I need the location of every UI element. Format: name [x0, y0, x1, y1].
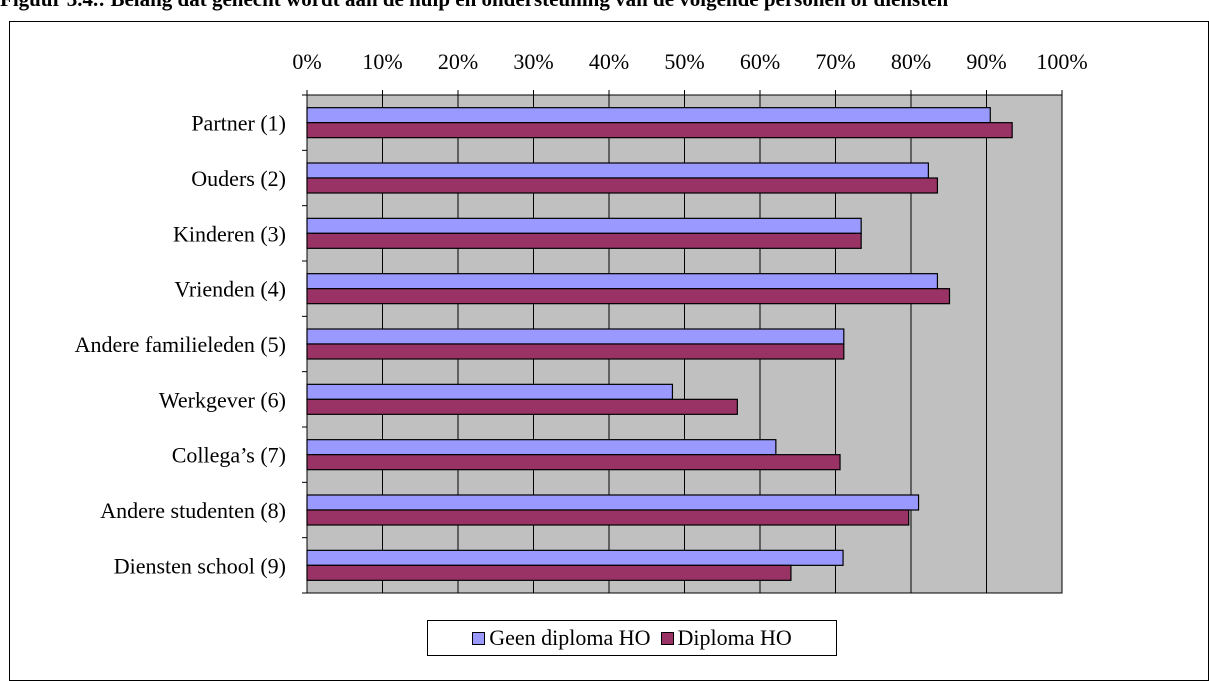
bar-diploma: [306, 343, 845, 360]
bar-geen-diploma: [306, 328, 845, 345]
x-tick-label: 10%: [362, 49, 402, 74]
bar-geen-diploma: [306, 162, 929, 179]
legend-item-geen-diploma: Geen diploma HO: [472, 625, 651, 651]
bar-geen-diploma: [306, 494, 920, 511]
legend-swatch-diploma: [660, 631, 674, 645]
bar-diploma: [306, 288, 951, 305]
legend-label-diploma: Diploma HO: [677, 625, 792, 650]
bar-geen-diploma: [306, 439, 777, 456]
category-label: Partner (1): [191, 111, 286, 136]
category-label: Vrienden (4): [174, 277, 286, 302]
x-tick-label: 20%: [438, 49, 478, 74]
category-label: Collega’s (7): [172, 443, 286, 468]
legend-swatch-geen-diploma: [472, 631, 486, 645]
bar-geen-diploma: [306, 273, 939, 290]
category-label: Ouders (2): [191, 166, 286, 191]
bar-geen-diploma: [306, 383, 674, 400]
bar-diploma: [306, 232, 862, 249]
x-tick-label: 30%: [513, 49, 553, 74]
x-tick-label: 80%: [891, 49, 931, 74]
x-tick-label: 40%: [589, 49, 629, 74]
x-tick-label: 70%: [815, 49, 855, 74]
bar-diploma: [306, 122, 1013, 139]
x-tick-label: 50%: [664, 49, 704, 74]
x-tick-label: 100%: [1036, 49, 1087, 74]
category-label: Andere studenten (8): [100, 498, 286, 523]
bar-diploma: [306, 454, 841, 471]
category-label: Diensten school (9): [114, 553, 286, 578]
bar-geen-diploma: [306, 217, 862, 234]
category-label: Andere familieleden (5): [75, 332, 286, 357]
bar-diploma: [306, 398, 738, 415]
figure-caption: Figuur 3.4.: Belang dat gehecht wordt aa…: [0, 0, 948, 12]
bar-geen-diploma: [306, 549, 844, 566]
x-tick-label: 90%: [966, 49, 1006, 74]
chart-legend: Geen diploma HO Diploma HO: [427, 620, 837, 656]
bar-chart: 0% 10% 20% 30% 40% 50% 60% 70% 80% 90% 100% Partne…: [75, 49, 1088, 594]
bar-diploma: [306, 564, 792, 581]
bar-diploma: [306, 509, 910, 526]
category-label: Werkgever (6): [159, 387, 286, 412]
category-label: Kinderen (3): [173, 221, 286, 246]
x-tick-label: 60%: [740, 49, 780, 74]
legend-item-diploma: Diploma HO: [660, 625, 792, 651]
bar-diploma: [306, 177, 939, 194]
legend-label-geen-diploma: Geen diploma HO: [489, 625, 651, 650]
x-tick-label: 0%: [292, 49, 321, 74]
bar-geen-diploma: [306, 107, 991, 124]
